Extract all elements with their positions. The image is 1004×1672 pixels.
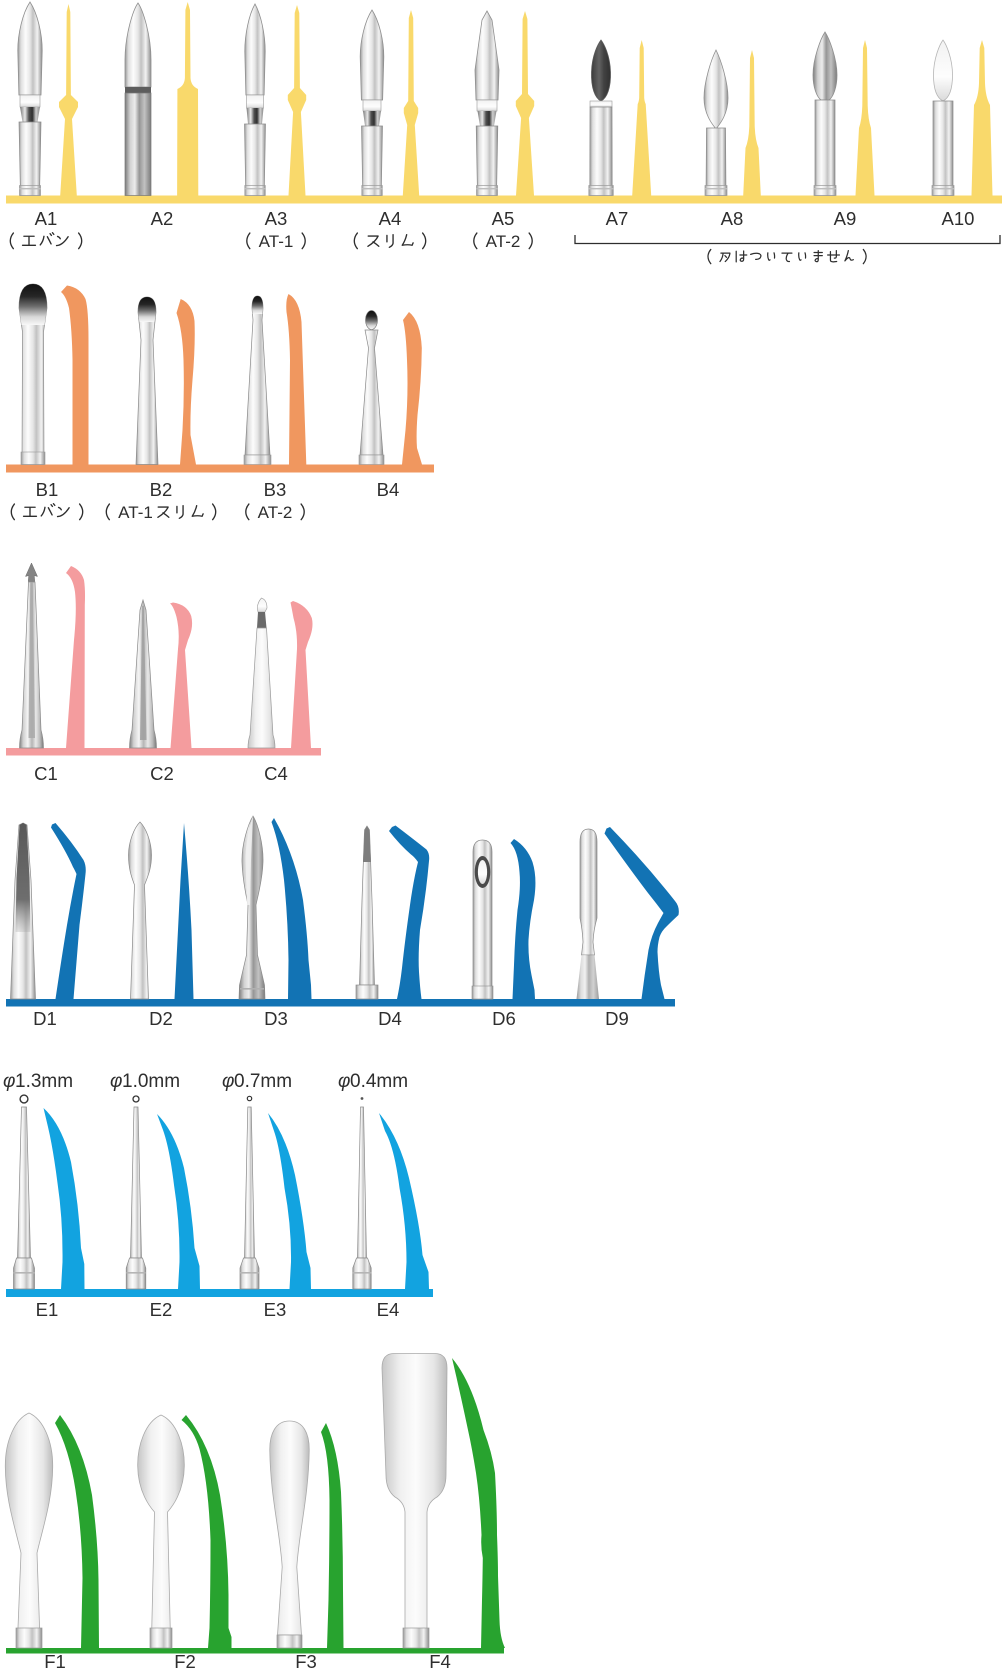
svg-text:D6: D6 — [492, 1008, 516, 1029]
svg-text:F3: F3 — [295, 1651, 317, 1672]
svg-text:0.7mm: 0.7mm — [234, 1071, 292, 1092]
svg-text:1.0mm: 1.0mm — [122, 1071, 180, 1092]
svg-text:A5: A5 — [492, 208, 515, 229]
svg-text:A2: A2 — [151, 208, 174, 229]
svg-text:E1: E1 — [36, 1299, 59, 1320]
svg-text:C2: C2 — [150, 763, 174, 784]
svg-text:F4: F4 — [429, 1651, 451, 1672]
svg-text:φ: φ — [110, 1071, 122, 1092]
svg-text:E2: E2 — [150, 1299, 173, 1320]
svg-text:A10: A10 — [942, 208, 975, 229]
svg-text:A9: A9 — [834, 208, 857, 229]
svg-text:AT-2: AT-2 — [258, 503, 293, 522]
svg-text:1.3mm: 1.3mm — [15, 1071, 73, 1092]
svg-text:D3: D3 — [264, 1008, 288, 1029]
svg-text:F1: F1 — [44, 1651, 66, 1672]
svg-text:AT-2: AT-2 — [486, 232, 521, 251]
svg-text:B1: B1 — [36, 479, 59, 500]
svg-text:C1: C1 — [34, 763, 58, 784]
svg-text:0.4mm: 0.4mm — [350, 1071, 408, 1092]
svg-text:D9: D9 — [605, 1008, 629, 1029]
svg-text:E4: E4 — [377, 1299, 400, 1320]
svg-text:D1: D1 — [33, 1008, 57, 1029]
svg-text:A7: A7 — [606, 208, 629, 229]
svg-text:D2: D2 — [149, 1008, 173, 1029]
svg-text:F2: F2 — [174, 1651, 196, 1672]
svg-text:φ: φ — [3, 1071, 15, 1092]
svg-text:E3: E3 — [264, 1299, 287, 1320]
svg-text:B2: B2 — [150, 479, 173, 500]
svg-text:A4: A4 — [379, 208, 402, 229]
svg-text:B4: B4 — [377, 479, 400, 500]
svg-text:φ: φ — [222, 1071, 234, 1092]
svg-text:A1: A1 — [35, 208, 58, 229]
svg-text:AT-1: AT-1 — [259, 232, 294, 251]
svg-text:B3: B3 — [264, 479, 287, 500]
svg-text:φ: φ — [338, 1071, 350, 1092]
svg-text:D4: D4 — [378, 1008, 402, 1029]
svg-text:AT-1: AT-1 — [118, 503, 153, 522]
svg-text:A8: A8 — [721, 208, 744, 229]
svg-text:C4: C4 — [264, 763, 288, 784]
svg-text:A3: A3 — [265, 208, 288, 229]
